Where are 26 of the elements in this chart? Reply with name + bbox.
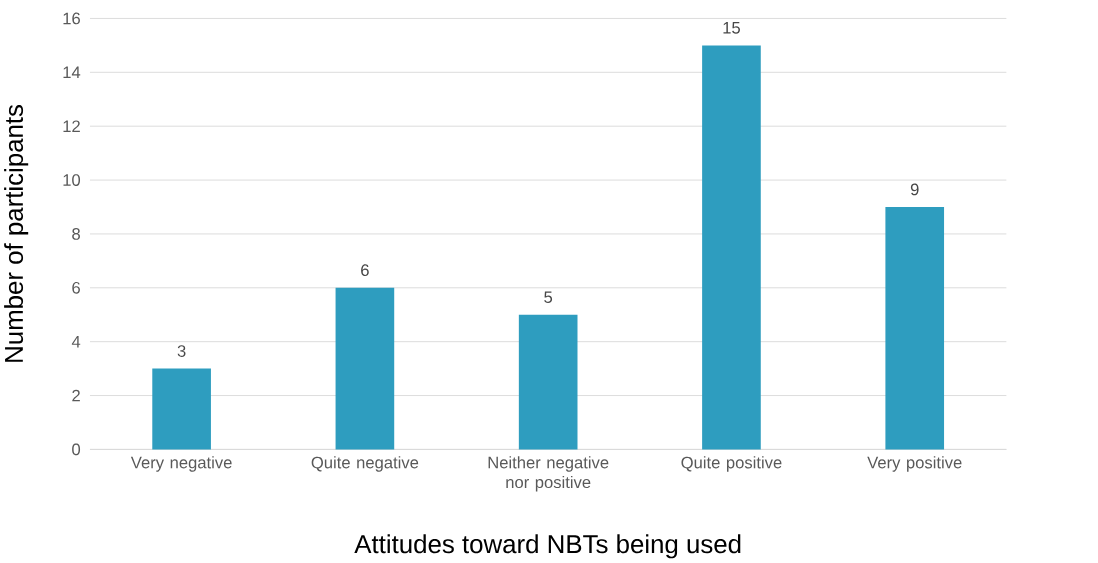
data-label: 6 (361, 264, 369, 277)
bar (885, 207, 945, 450)
y-tick-label: 14 (63, 66, 81, 79)
x-tick-label: Very negative (130, 456, 232, 472)
bar (152, 368, 211, 450)
y-axis-title: Number of participants (4, 104, 29, 362)
x-axis-title: Attitudes toward NBTs being used (354, 534, 741, 559)
x-tick-label: Quite negative (311, 456, 419, 472)
x-tick-label: Neither negative nor positive (488, 456, 609, 492)
bar (335, 287, 395, 450)
y-tick-label: 6 (72, 281, 80, 294)
x-tick-label: Quite positive (681, 456, 782, 472)
data-label: 15 (723, 22, 740, 34)
bar (518, 314, 578, 450)
data-label: 5 (544, 291, 553, 304)
y-tick-label: 2 (72, 389, 80, 402)
y-tick-label: 10 (63, 174, 81, 186)
data-label: 9 (910, 183, 919, 196)
bar (702, 45, 761, 450)
y-tick-label: 12 (63, 120, 80, 133)
y-tick-label: 4 (71, 336, 81, 348)
x-tick-label: Very positive (867, 456, 962, 472)
y-tick-label: 8 (72, 228, 80, 240)
data-label: 3 (177, 345, 186, 357)
y-tick-label: 0 (72, 443, 81, 456)
y-tick-label: 16 (63, 12, 80, 25)
